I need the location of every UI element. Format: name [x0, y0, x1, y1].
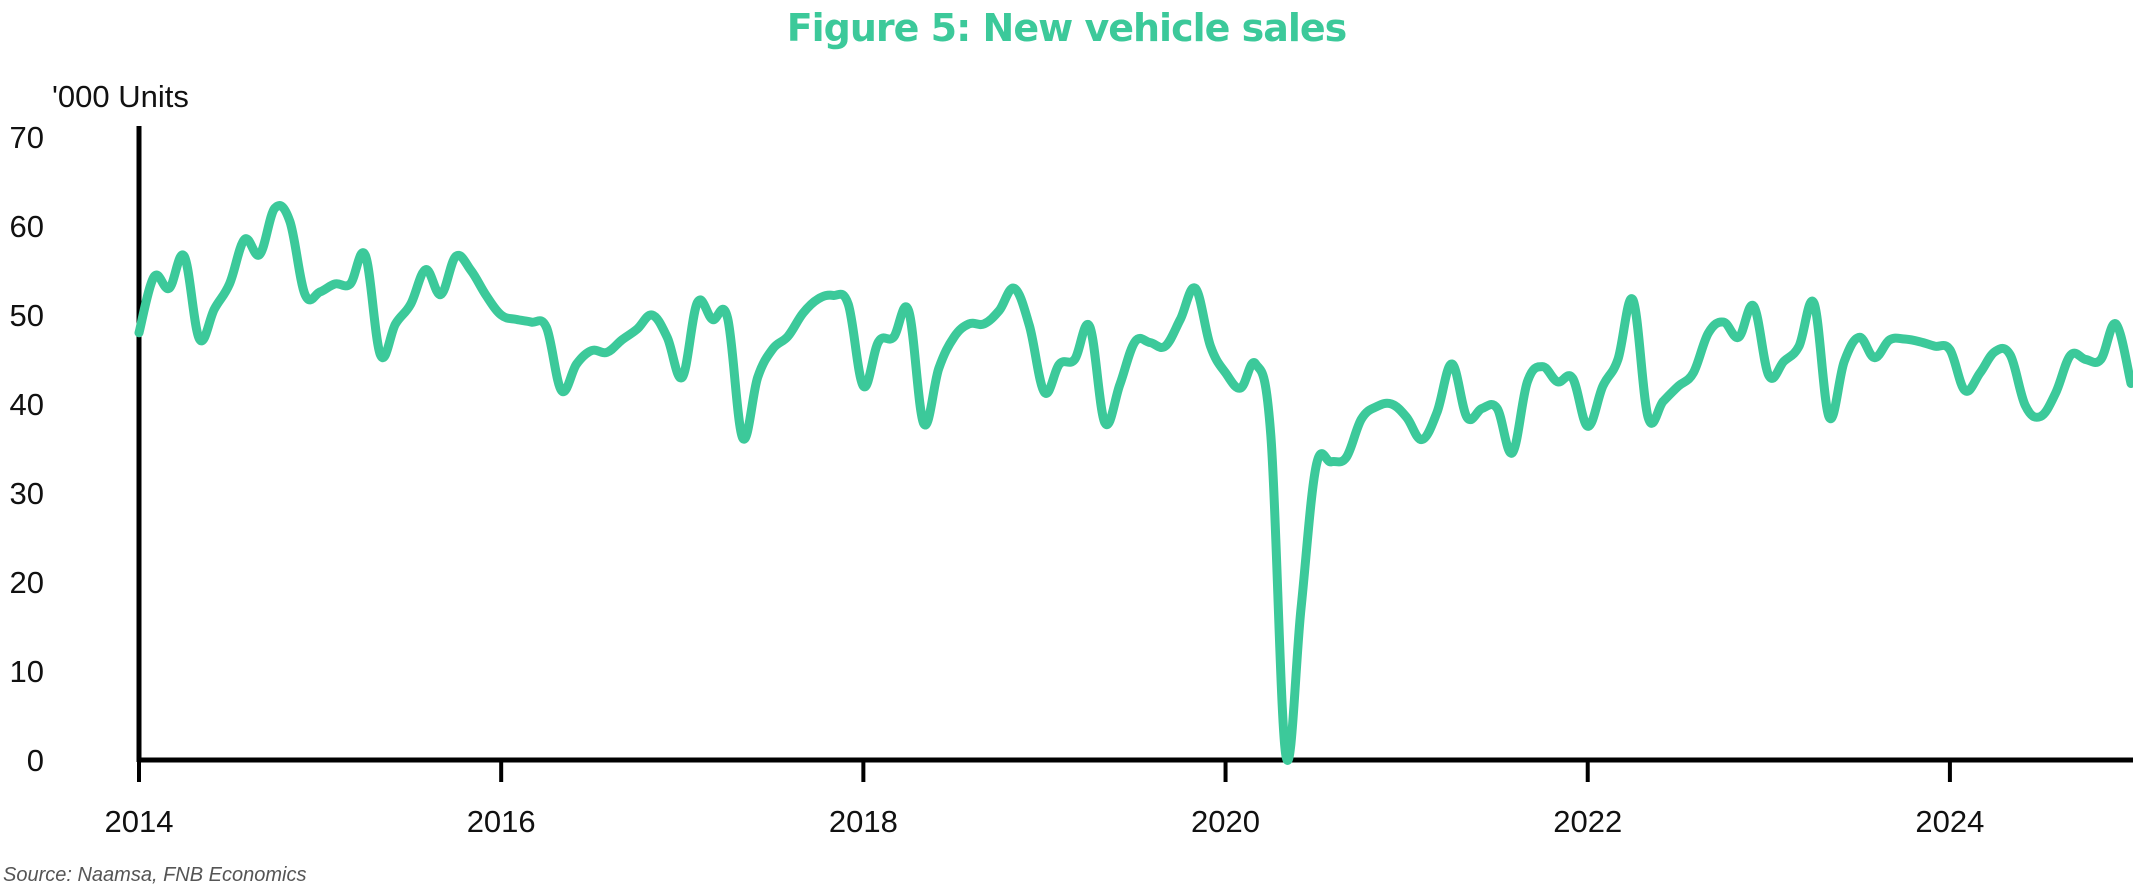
- y-tick-label: 40: [10, 387, 44, 422]
- y-tick-label: 50: [10, 298, 44, 333]
- x-tick-label: 2020: [1191, 804, 1260, 839]
- x-axis-tick-labels: 2014 2016 2018 2020 2022 2024: [105, 804, 1985, 839]
- y-axis-tick-labels: 0 10 20 30 40 50 60 70: [10, 120, 44, 778]
- source-note: Source: Naamsa, FNB Economics: [3, 864, 307, 886]
- x-axis-ticks: [137, 760, 1952, 782]
- y-tick-label: 60: [10, 209, 44, 244]
- x-tick-label: 2024: [1915, 804, 1984, 839]
- y-tick-label: 10: [10, 654, 44, 689]
- chart-title: Figure 5: New vehicle sales: [786, 6, 1348, 50]
- y-tick-label: 20: [10, 565, 44, 600]
- series-line-new-vehicle-sales: [134, 201, 2133, 765]
- y-axis-unit-label: '000 Units: [52, 79, 189, 114]
- y-tick-label: 30: [10, 476, 44, 511]
- y-tick-label: 0: [27, 743, 44, 778]
- x-tick-label: 2022: [1553, 804, 1622, 839]
- y-tick-label: 70: [10, 120, 44, 155]
- x-tick-label: 2018: [829, 804, 898, 839]
- x-tick-label: 2016: [467, 804, 536, 839]
- x-tick-label: 2014: [105, 804, 174, 839]
